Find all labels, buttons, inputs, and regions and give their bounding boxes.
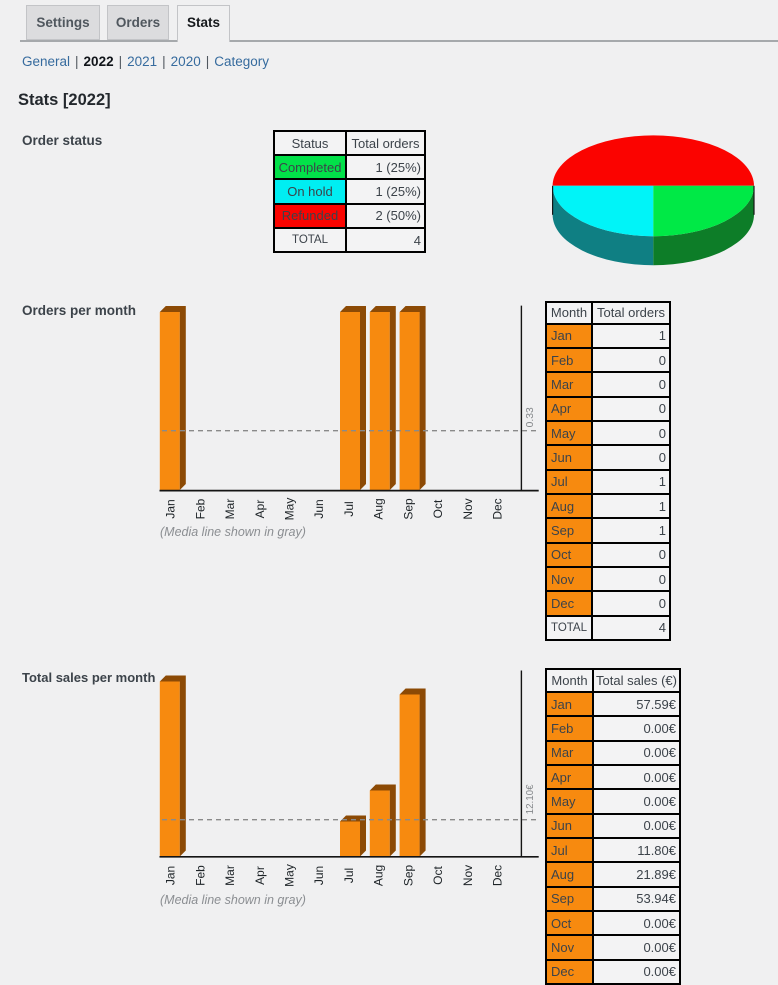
svg-text:May: May: [283, 498, 297, 521]
svg-text:12.10€: 12.10€: [525, 784, 536, 815]
svg-text:0.33: 0.33: [525, 407, 536, 427]
svg-text:Dec: Dec: [491, 498, 505, 519]
svg-text:Sep: Sep: [401, 865, 415, 887]
svg-text:Dec: Dec: [491, 865, 505, 886]
svg-text:Sep: Sep: [401, 498, 415, 520]
svg-text:Jan: Jan: [164, 866, 178, 885]
svg-text:Jun: Jun: [312, 866, 326, 885]
svg-text:Oct: Oct: [431, 499, 445, 518]
svg-text:Nov: Nov: [461, 865, 475, 886]
svg-text:Feb: Feb: [193, 498, 207, 519]
svg-text:Feb: Feb: [193, 865, 207, 886]
svg-text:Jul: Jul: [342, 868, 356, 883]
svg-text:May: May: [283, 864, 297, 887]
svg-text:Aug: Aug: [372, 865, 386, 886]
svg-text:Jan: Jan: [164, 499, 178, 518]
svg-text:Oct: Oct: [431, 866, 445, 885]
svg-text:Jul: Jul: [342, 501, 356, 516]
svg-text:Jun: Jun: [312, 499, 326, 518]
svg-text:Apr: Apr: [253, 866, 267, 885]
svg-text:Aug: Aug: [372, 498, 386, 519]
svg-text:Nov: Nov: [461, 498, 475, 519]
svg-text:Mar: Mar: [223, 865, 237, 886]
svg-text:Apr: Apr: [253, 500, 267, 519]
svg-text:Mar: Mar: [223, 499, 237, 520]
